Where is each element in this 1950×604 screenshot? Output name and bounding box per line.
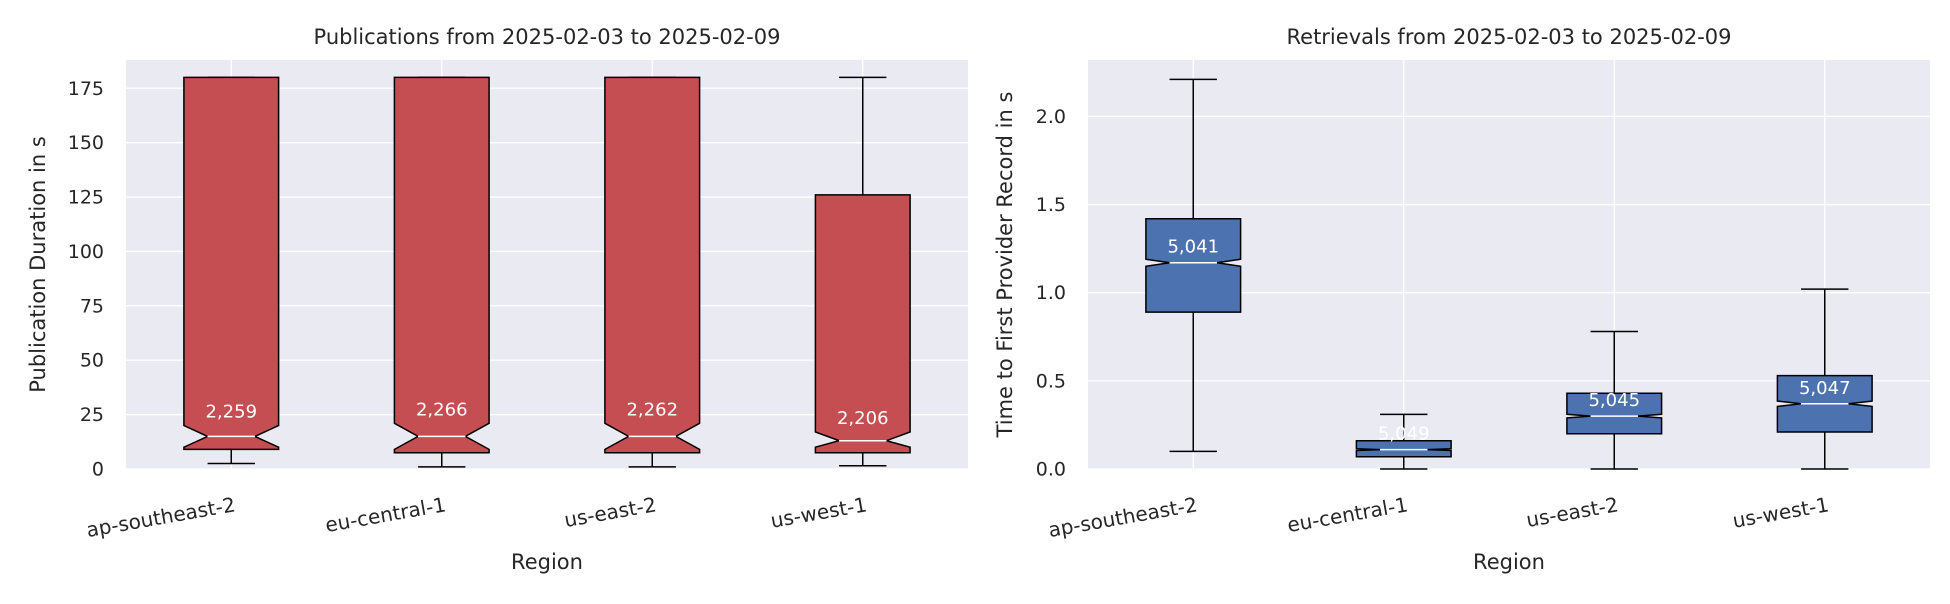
count-label: 2,259 bbox=[205, 401, 257, 422]
x-tick-label: eu-central-1 bbox=[1285, 492, 1409, 537]
count-label: 5,047 bbox=[1799, 378, 1851, 399]
box-body bbox=[183, 76, 280, 451]
box-body bbox=[1145, 217, 1242, 313]
count-label: 5,045 bbox=[1588, 390, 1640, 411]
box-us-west-1: 5,047 bbox=[1776, 288, 1873, 470]
count-label: 5,049 bbox=[1378, 424, 1430, 445]
y-tick-label: 175 bbox=[68, 78, 104, 100]
x-tick-label: ap-southeast-2 bbox=[84, 492, 237, 542]
y-tick-label: 1.5 bbox=[1036, 194, 1066, 216]
y-axis-label: Time to First Provider Record in s bbox=[993, 92, 1017, 439]
x-tick-label: us-west-1 bbox=[769, 492, 869, 533]
box-us-east-2: 2,262 bbox=[604, 76, 701, 468]
box-ap-southeast-2: 5,041 bbox=[1145, 78, 1242, 453]
box-body bbox=[1355, 440, 1452, 458]
count-label: 2,266 bbox=[416, 399, 468, 420]
count-label: 2,206 bbox=[837, 408, 889, 429]
y-axis-label: Publication Duration in s bbox=[26, 136, 50, 393]
y-tick-label: 150 bbox=[68, 132, 104, 154]
chart-title: Retrievals from 2025-02-03 to 2025-02-09 bbox=[1287, 25, 1732, 49]
publications-panel: 2,259 2,266 2,262 2,206 0 25 50 75 100 125 150 175 a… bbox=[26, 25, 968, 574]
box-eu-central-1: 2,266 bbox=[393, 76, 490, 468]
y-tick-label: 0.0 bbox=[1036, 459, 1066, 481]
box-us-east-2: 5,045 bbox=[1566, 330, 1663, 470]
box-body bbox=[604, 76, 701, 454]
x-tick-label: us-west-1 bbox=[1731, 492, 1831, 533]
x-axis-label: Region bbox=[1473, 550, 1545, 574]
box-us-west-1: 2,206 bbox=[814, 76, 911, 467]
y-tick-label: 100 bbox=[68, 241, 104, 263]
count-label: 5,041 bbox=[1167, 237, 1219, 258]
x-axis-label: Region bbox=[511, 550, 583, 574]
count-label: 2,262 bbox=[626, 399, 678, 420]
retrievals-panel: 5,041 5,049 5,045 5,047 0.0 0.5 1.0 1.5 2.0 ap-so… bbox=[993, 25, 1930, 574]
y-tick-label: 1.0 bbox=[1036, 282, 1066, 304]
box-body bbox=[393, 76, 490, 454]
box-eu-central-1: 5,049 bbox=[1355, 413, 1452, 470]
y-tick-label: 50 bbox=[80, 350, 104, 372]
y-tick-label: 75 bbox=[80, 295, 104, 317]
x-tick-label: ap-southeast-2 bbox=[1046, 492, 1199, 542]
y-tick-label: 0.5 bbox=[1036, 370, 1066, 392]
y-tick-label: 125 bbox=[68, 187, 104, 209]
x-tick-label: eu-central-1 bbox=[323, 492, 447, 537]
box-body bbox=[1566, 392, 1663, 435]
y-tick-label: 2.0 bbox=[1036, 106, 1066, 128]
x-tick-label: us-east-2 bbox=[1524, 492, 1620, 532]
box-ap-southeast-2: 2,259 bbox=[183, 76, 280, 465]
y-tick-label: 25 bbox=[80, 404, 104, 426]
x-tick-label: us-east-2 bbox=[562, 492, 658, 532]
box-body bbox=[814, 194, 911, 454]
chart-title: Publications from 2025-02-03 to 2025-02-… bbox=[314, 25, 781, 49]
y-tick-label: 0 bbox=[92, 459, 104, 481]
